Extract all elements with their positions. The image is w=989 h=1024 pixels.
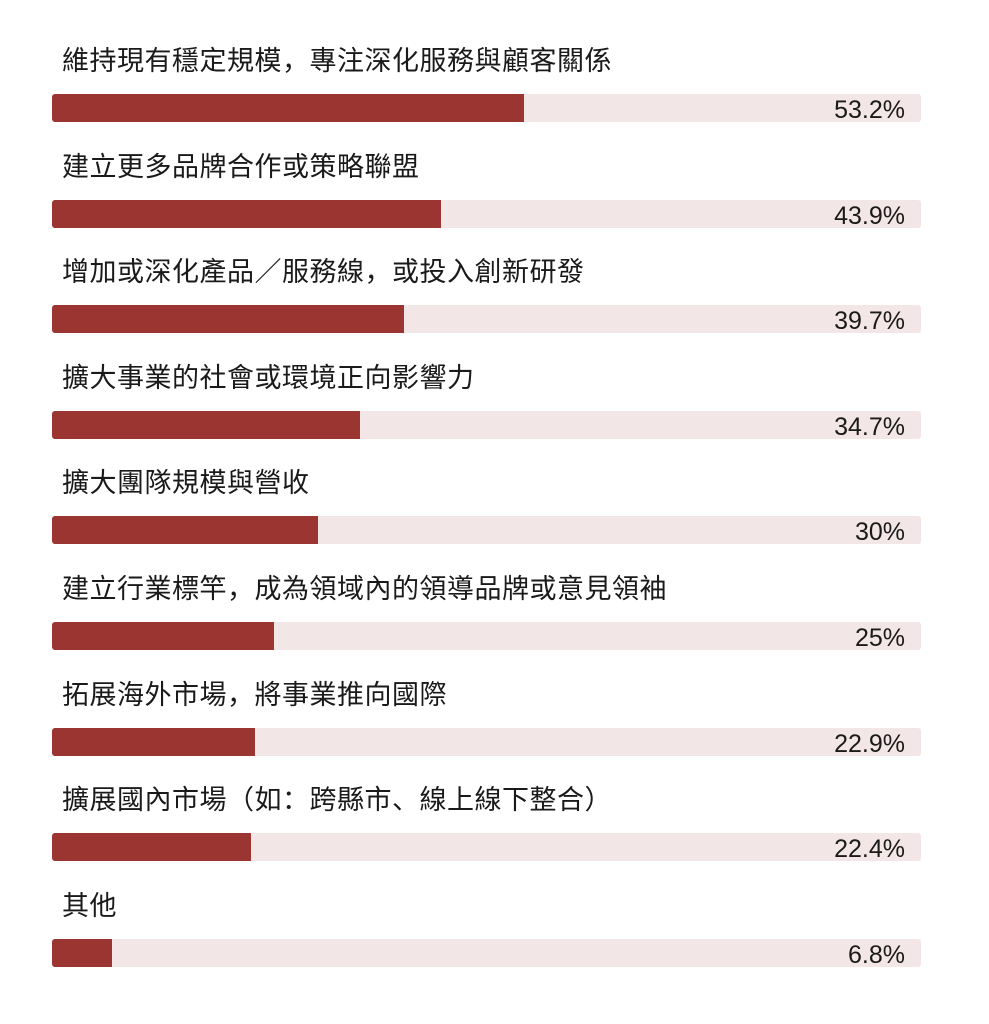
category-label: 維持現有穩定規模，專注深化服務與顧客關係 (62, 46, 612, 77)
bar-track (52, 199, 921, 228)
value-label: 53.2% (834, 96, 905, 124)
category-label: 拓展海外市場，將事業推向國際 (62, 679, 447, 711)
bar (52, 199, 442, 228)
category-label: 其他 (62, 890, 117, 922)
value-label: 22.4% (834, 835, 905, 864)
bar-track (52, 727, 921, 756)
value-label: 30% (854, 518, 905, 547)
value-label: 34.7% (834, 412, 905, 441)
bar-track (52, 833, 921, 862)
value-label: 22.9% (834, 729, 905, 758)
bar-row: 擴大團隊規模與營收 30% (0, 468, 989, 574)
category-label: 建立行業標竿，成為領域內的領導品牌或意見領袖 (62, 574, 667, 605)
category-label: 增加或深化產品／服務線，或投入創新研發 (62, 257, 585, 289)
category-label: 建立更多品牌合作或策略聯盟 (62, 151, 420, 183)
bar-row: 其他 6.8% (0, 891, 989, 997)
bar-track (52, 410, 921, 439)
bar (52, 305, 405, 334)
bar-track (52, 516, 921, 545)
bar-track (52, 305, 921, 334)
value-label: 43.9% (834, 201, 905, 230)
bar-row: 維持現有穩定規模，專注深化服務與顧客關係 53.2% (0, 46, 989, 152)
bar-row: 擴大事業的社會或環境正向影響力 34.7% (0, 363, 989, 469)
bar (52, 622, 274, 650)
bar-track (52, 938, 921, 967)
bar-track (52, 94, 921, 122)
bar-track (52, 622, 921, 650)
bar (52, 516, 319, 545)
bar-row: 建立行業標竿，成為領域內的領導品牌或意見領袖 25% (0, 574, 989, 680)
category-label: 擴大事業的社會或環境正向影響力 (62, 362, 475, 394)
value-label: 39.7% (834, 307, 905, 336)
bar (52, 410, 360, 439)
category-label: 擴大團隊規模與營收 (62, 468, 310, 500)
bar (52, 938, 113, 967)
value-label: 6.8% (848, 940, 905, 969)
bar-row: 拓展海外市場，將事業推向國際 22.9% (0, 680, 989, 786)
bar-row: 增加或深化產品／服務線，或投入創新研發 39.7% (0, 257, 989, 363)
bar-row: 擴展國內市場（如：跨縣市、線上線下整合） 22.4% (0, 785, 989, 891)
value-label: 25% (854, 624, 905, 652)
bar-row: 建立更多品牌合作或策略聯盟 43.9% (0, 152, 989, 258)
category-label: 擴展國內市場（如：跨縣市、線上線下整合） (62, 785, 612, 817)
bar (52, 94, 524, 122)
bar (52, 833, 251, 862)
bar (52, 727, 256, 756)
